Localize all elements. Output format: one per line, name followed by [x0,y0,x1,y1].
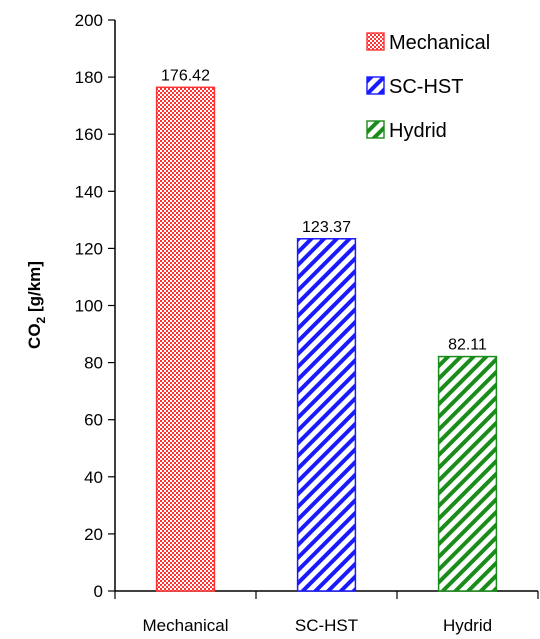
legend-label: Hydrid [389,120,447,142]
x-category-label: SC-HST [295,616,358,635]
y-tick-label: 140 [75,182,103,201]
y-tick-label: 0 [94,582,103,601]
bar-mechanical [155,86,216,592]
y-tick-label: 20 [84,525,103,544]
data-label: 176.42 [161,67,210,84]
axes: 0 20 40 60 80 100 120 140 160 180 200 [75,11,539,601]
x-category-label: Hydrid [443,616,492,635]
legend-label: Mechanical [389,32,490,54]
legend: Mechanical SC-HST Hydrid [366,32,490,142]
y-tick-label: 60 [84,411,103,430]
y-axis-label-unit: [g/km] [25,261,44,317]
bars: 176.42 Mechanical 123.37 SC-HST 82.11 Hydrid [143,67,498,635]
y-tick-label: 180 [75,68,103,87]
y-axis-label: CO2 [g/km] [25,261,48,349]
data-label: 123.37 [302,219,351,236]
legend-swatch [366,32,385,51]
bar-sc-hst [296,238,357,592]
y-axis-label-sub: 2 [34,316,48,323]
x-category-label: Mechanical [143,616,229,635]
y-tick-label: 80 [84,354,103,373]
y-axis-label-main: CO [25,323,44,349]
y-tick-label: 40 [84,468,103,487]
svg-text:CO2 [g/km]: CO2 [g/km] [25,261,48,349]
legend-swatch [366,120,385,139]
y-tick-label: 160 [75,125,103,144]
data-label: 82.11 [448,337,487,354]
y-tick-label: 200 [75,11,103,30]
bar-hydrid [437,355,498,592]
legend-label: SC-HST [389,76,463,98]
legend-swatch [366,76,385,95]
y-tick-label: 120 [75,239,103,258]
y-tick-label: 100 [75,297,103,316]
